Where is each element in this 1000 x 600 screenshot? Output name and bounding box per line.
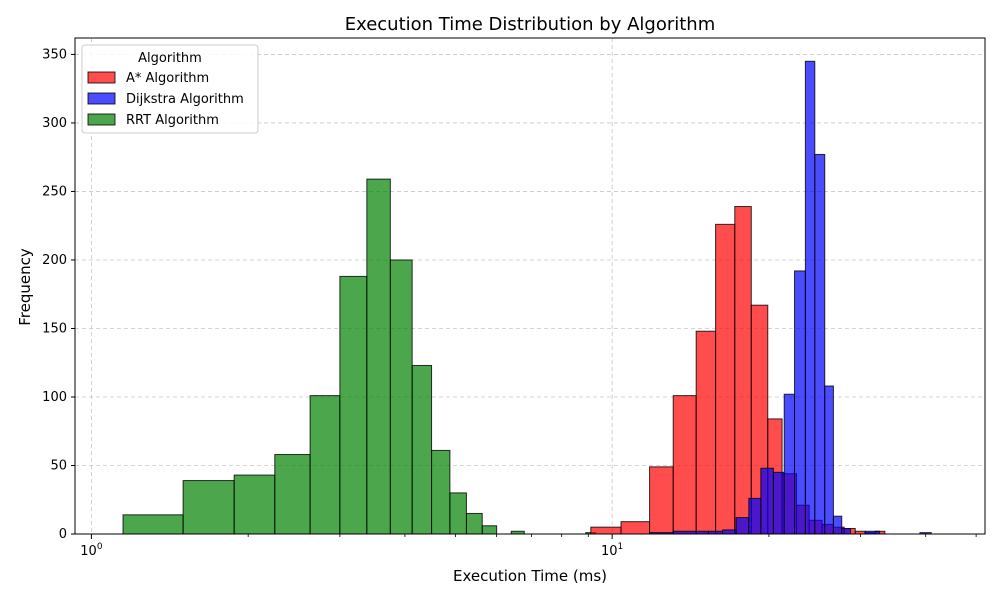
legend-label: A* Algorithm (126, 71, 209, 86)
a-algorithm-bar (620, 521, 651, 535)
plot-frame (74, 37, 986, 535)
a-algorithm-bar (649, 466, 674, 535)
dijkstra-algorithm-bar (841, 528, 852, 535)
y-tick-label: 250 (42, 184, 67, 199)
rrt-algorithm-bar (182, 480, 235, 535)
legend-box (81, 44, 259, 134)
legend-entries: A* Algorithm Dijkstra Algorithm RRT Algori… (87, 71, 244, 128)
dijkstra-algorithm-bar (783, 393, 796, 535)
x-tick-label: 100 (80, 542, 103, 559)
rrt-algorithm-bar (465, 512, 483, 535)
rrt-algorithm-bar (411, 364, 433, 535)
a-algorithm-bar (695, 330, 717, 535)
rrt-algorithm-bar (389, 259, 413, 535)
dijkstra-algorithm-bar (760, 467, 774, 535)
dijkstra-algorithm-bar (804, 60, 816, 535)
legend-label: RRT Algorithm (126, 113, 219, 128)
rrt-algorithm-bar (339, 275, 368, 535)
rrt-algorithm-bar (309, 395, 341, 535)
dijkstra-algorithm-bar (748, 497, 762, 535)
dijkstra-algorithm-bar (814, 153, 826, 535)
y-tick-label: 50 (50, 458, 67, 473)
y-tick-label: 350 (42, 47, 67, 62)
rrt-algorithm-bar (431, 449, 451, 535)
chart-title: Execution Time Distribution by Algorithm (345, 14, 716, 35)
dijkstra-algorithm-bar (794, 270, 806, 535)
rrt-algorithm-bar (233, 474, 276, 535)
rrt-algorithm-bar (274, 454, 311, 535)
y-tick-label: 100 (42, 390, 67, 405)
dijkstra-algorithm-bar (772, 471, 785, 535)
ticks-layer: 0 50 100 150 200 250 300 350 100 101 (42, 47, 977, 559)
bars-layer (122, 60, 932, 535)
rrt-algorithm-bar (366, 178, 391, 535)
x-tick-label: 101 (601, 542, 623, 559)
legend-swatch (87, 92, 116, 105)
a-algorithm-bar (672, 395, 697, 535)
dijkstra-algorithm-bar (722, 529, 737, 535)
legend-swatch (87, 71, 116, 84)
legend: Algorithm A* Algorithm Dijkstra Algorithm… (81, 44, 259, 134)
y-tick-label: 300 (42, 116, 67, 131)
a-algorithm-bar (715, 223, 736, 535)
dijkstra-algorithm-bar (832, 515, 843, 535)
a-algorithm-bar (590, 526, 622, 535)
y-tick-label: 200 (42, 253, 67, 268)
x-axis-label: Execution Time (ms) (453, 567, 607, 585)
dijkstra-algorithm-bar (824, 385, 834, 535)
rrt-algorithm-bar (481, 525, 498, 535)
y-tick-label: 0 (59, 527, 67, 542)
dijkstra-algorithm-bar (735, 517, 750, 535)
rrt-algorithm-bar (122, 514, 184, 535)
y-axis-label: Frequency (16, 248, 34, 326)
legend-title: Algorithm (138, 51, 202, 66)
rrt-algorithm-bar (449, 492, 467, 535)
legend-label: Dijkstra Algorithm (126, 92, 244, 107)
y-tick-label: 150 (42, 321, 67, 336)
legend-swatch (87, 113, 116, 126)
a-algorithm-bar (734, 206, 752, 535)
